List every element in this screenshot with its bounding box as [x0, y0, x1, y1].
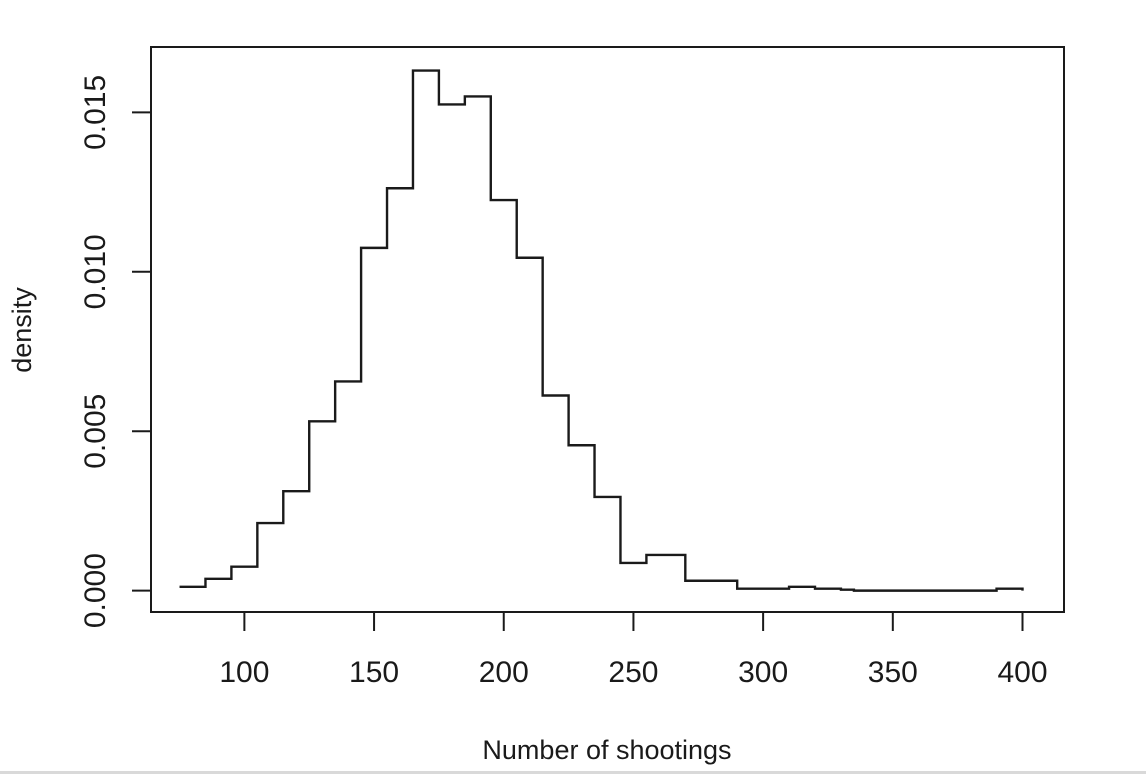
y-axis-title: density: [7, 287, 37, 373]
y-tick-label: 0.000: [79, 553, 112, 628]
density-point: [205, 578, 207, 580]
density-point: [788, 586, 790, 588]
density-point: [879, 590, 881, 592]
density-point: [853, 590, 855, 592]
density-point: [438, 104, 440, 106]
density-point: [814, 588, 816, 590]
density-point: [944, 590, 946, 592]
density-point: [1022, 590, 1024, 592]
density-point: [451, 104, 453, 106]
density-point: [555, 395, 557, 397]
density-point: [736, 588, 738, 590]
density-point: [646, 554, 648, 556]
density-point: [490, 199, 492, 201]
x-tick-label: 200: [479, 656, 529, 689]
y-axis: 0.000 0.005 0.010 0.015: [79, 75, 152, 628]
y-tick-label: 0.010: [79, 234, 112, 309]
density-point: [231, 566, 233, 568]
density-step-line: [179, 69, 1024, 592]
density-point: [179, 586, 181, 588]
x-tick-label: 350: [868, 656, 918, 689]
density-point: [710, 580, 712, 582]
density-point: [464, 96, 466, 98]
x-tick-label: 100: [219, 656, 269, 689]
x-axis: 100 150 200 250 300 350 400: [219, 611, 1048, 689]
density-point: [542, 395, 544, 397]
x-tick-label: 250: [608, 656, 658, 689]
density-point: [892, 590, 894, 592]
density-point: [425, 70, 427, 72]
density-point: [529, 257, 531, 259]
density-point: [270, 522, 272, 524]
density-point: [970, 590, 972, 592]
density-point: [607, 496, 609, 498]
x-tick-label: 400: [997, 656, 1047, 689]
density-point: [516, 257, 518, 259]
x-tick-label: 150: [349, 656, 399, 689]
density-point: [308, 421, 310, 423]
density-point: [477, 96, 479, 98]
density-point: [840, 589, 842, 591]
density-point: [321, 421, 323, 423]
density-point: [594, 496, 596, 498]
density-point: [360, 247, 362, 249]
y-tick-label: 0.005: [79, 394, 112, 469]
density-point: [399, 187, 401, 189]
density-point: [347, 381, 349, 383]
density-point: [334, 381, 336, 383]
density-point: [685, 580, 687, 582]
density-point: [412, 70, 414, 72]
density-point: [762, 588, 764, 590]
density-point: [192, 586, 194, 588]
density-point: [620, 562, 622, 564]
x-axis-title: Number of shootings: [482, 735, 731, 765]
density-point: [244, 566, 246, 568]
density-point: [581, 444, 583, 446]
density-point: [918, 590, 920, 592]
density-point: [568, 444, 570, 446]
bottom-border: [0, 771, 1146, 774]
x-tick-label: 300: [738, 656, 788, 689]
density-point: [633, 562, 635, 564]
density-point: [282, 490, 284, 492]
density-point: [996, 588, 998, 590]
y-tick-label: 0.015: [79, 75, 112, 150]
density-point: [373, 247, 375, 249]
density-point: [218, 578, 220, 580]
density-point: [386, 187, 388, 189]
series-layer: [179, 69, 1024, 592]
density-point: [866, 590, 868, 592]
density-point: [295, 490, 297, 492]
density-point: [659, 554, 661, 556]
density-point: [503, 199, 505, 201]
density-point: [257, 522, 259, 524]
plot-frame: [150, 46, 1065, 613]
